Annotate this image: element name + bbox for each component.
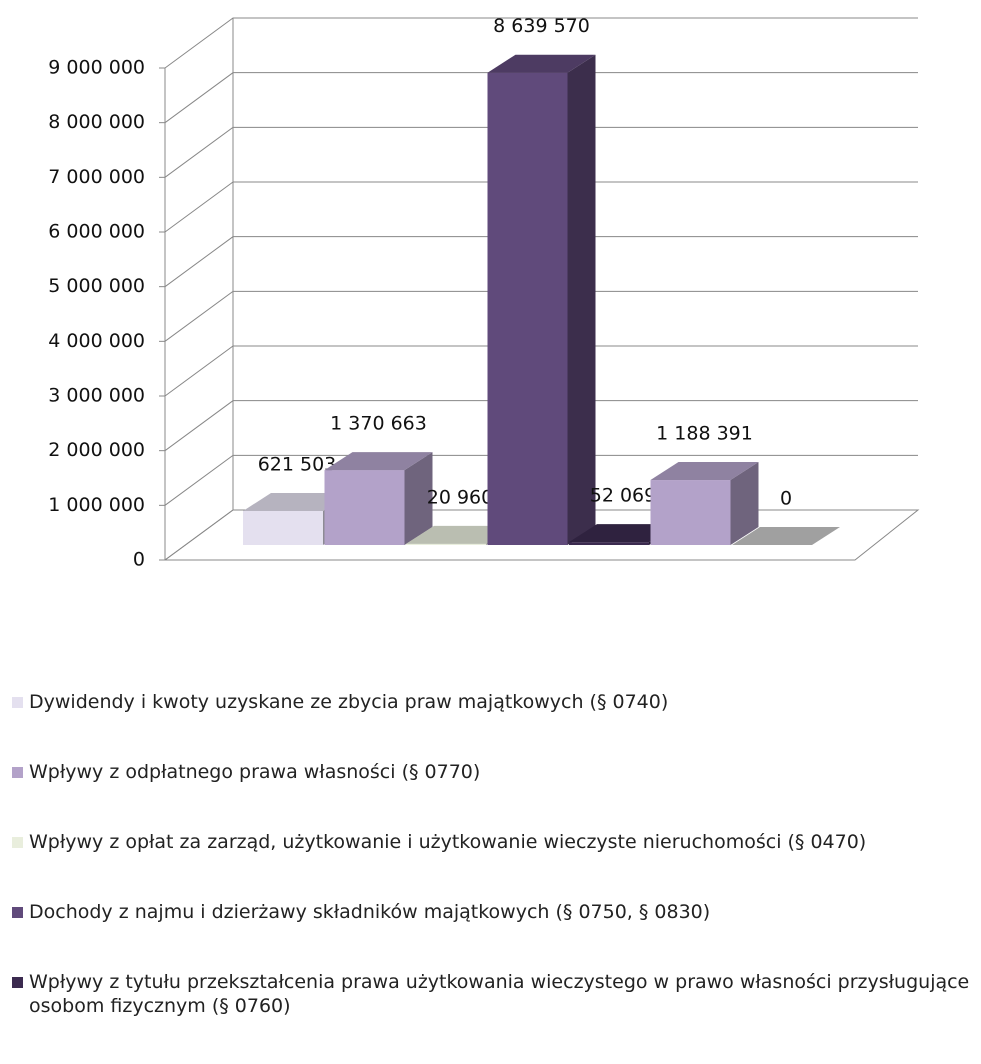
bar-side (730, 462, 759, 545)
legend-item: Dochody z najmu i dzierżawy składników m… (12, 900, 977, 924)
bar-front (243, 511, 323, 545)
y-tick-label: 5 000 000 (48, 275, 145, 297)
data-label: 52 069 (590, 485, 656, 507)
legend: Dywidendy i kwoty uzyskane ze zbycia pra… (12, 690, 977, 1064)
y-tick-label: 7 000 000 (48, 166, 145, 188)
y-tick-label: 0 (133, 549, 145, 571)
bar-side (567, 54, 596, 546)
bar-front (324, 470, 405, 545)
grid-line (164, 345, 918, 397)
y-tick-label: 4 000 000 (48, 330, 145, 352)
legend-item: Wpływy z opłat za zarząd, użytkowanie i … (12, 830, 977, 854)
data-label: 1 188 391 (656, 423, 753, 445)
bar-top (732, 527, 840, 545)
legend-swatch (12, 907, 23, 918)
bar-top (406, 525, 514, 544)
chart: 0 1 000 000 2 000 000 3 000 000 4 000 000 5 0… (48, 15, 920, 571)
legend-swatch (12, 767, 23, 778)
data-label: 8 639 570 (493, 15, 590, 37)
legend-swatch (12, 837, 23, 848)
y-tick-label: 6 000 000 (48, 221, 145, 243)
page: 0 1 000 000 2 000 000 3 000 000 4 000 000 5 0… (12, 15, 970, 1017)
grid-line (164, 290, 918, 342)
y-tick-label: 8 000 000 (48, 111, 145, 133)
legend-label: Dochody z najmu i dzierżawy składników m… (29, 901, 711, 923)
grid-line (164, 454, 918, 506)
legend-item: Dywidendy i kwoty uzyskane ze zbycia pra… (12, 690, 977, 714)
bar-front (650, 480, 731, 545)
bar-top (650, 462, 759, 481)
y-tick-label: 3 000 000 (48, 385, 145, 407)
grid-line (164, 181, 918, 233)
y-tick-label: 9 000 000 (48, 57, 145, 79)
bar-side (404, 452, 433, 545)
y-tick-label: 2 000 000 (48, 439, 145, 461)
data-label: 20 960 (427, 486, 493, 508)
data-label: 0 (780, 488, 792, 510)
data-label: 1 370 663 (330, 413, 427, 435)
legend-label: Wpływy z tytułu przekształcenia prawa uż… (29, 971, 970, 1017)
legend-item: Wpływy z tytułu przekształcenia prawa uż… (12, 970, 977, 1018)
bar-front (487, 72, 568, 546)
data-label: 621 503 (258, 454, 337, 476)
legend-label: Wpływy z odpłatnego prawa własności (§ 0… (29, 761, 481, 783)
legend-swatch (12, 697, 23, 708)
bar-top (569, 524, 677, 543)
grid-line (164, 236, 918, 288)
legend-label: Dywidendy i kwoty uzyskane ze zbycia pra… (29, 691, 669, 713)
legend-swatch (12, 977, 23, 988)
bar-top (324, 452, 433, 471)
legend-item: Wpływy z odpłatnego prawa własności (§ 0… (12, 760, 977, 784)
grid-line (164, 400, 918, 452)
legend-label: Wpływy z opłat za zarząd, użytkowanie i … (29, 831, 867, 853)
grid-line (164, 72, 918, 124)
bar-front (406, 543, 486, 545)
grid-line (164, 17, 918, 69)
grid-line (164, 126, 918, 178)
bar-top (487, 54, 596, 73)
bar-top (243, 493, 351, 512)
bar-front (569, 542, 649, 545)
y-tick-label: 1 000 000 (48, 494, 145, 516)
